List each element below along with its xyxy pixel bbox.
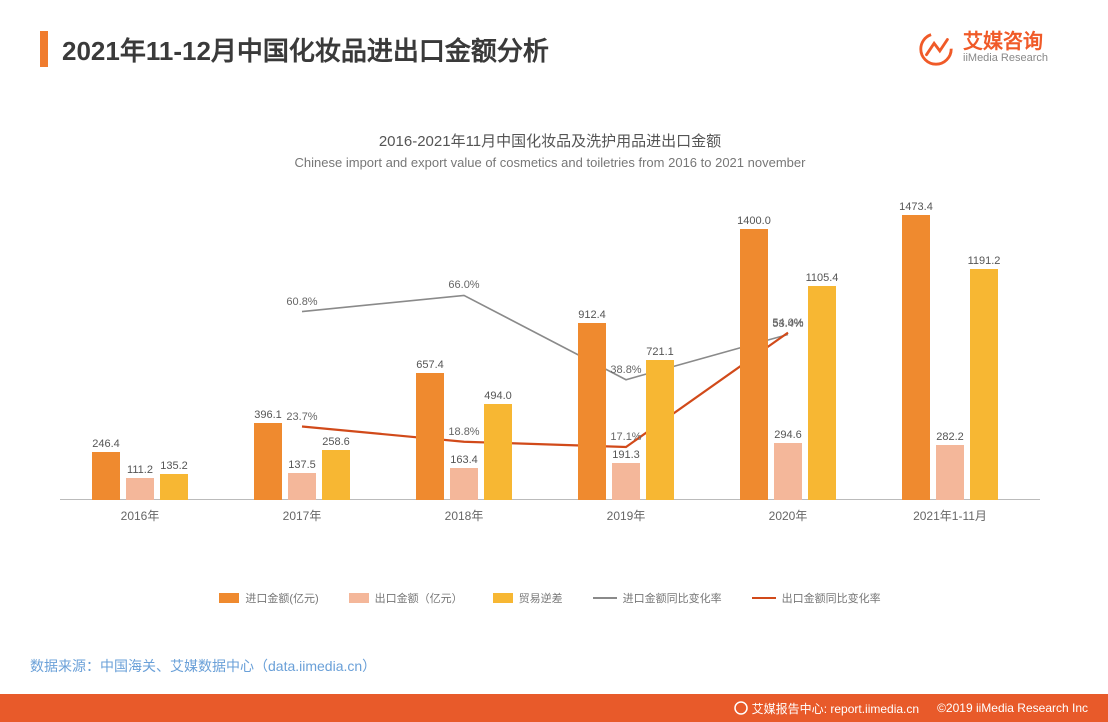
bar-value-label: 657.4 [405, 359, 455, 371]
data-source: 数据来源：中国海关、艾媒数据中心（data.iimedia.cn） [30, 656, 376, 676]
chart-plot: 2016年246.4111.2135.22017年396.1137.5258.6… [60, 190, 1040, 530]
legend-label: 进口金额(亿元) [245, 590, 318, 606]
chart-title-cn: 2016-2021年11月中国化妆品及洗护用品进出口金额 [60, 130, 1040, 151]
bar-value-label: 282.2 [925, 431, 975, 443]
bar [484, 404, 512, 500]
bar-value-label: 137.5 [277, 459, 327, 471]
category-label: 2020年 [718, 507, 858, 524]
legend-swatch [493, 593, 513, 603]
logo: 艾媒咨询 iiMedia Research [917, 30, 1048, 68]
bar-value-label: 135.2 [149, 460, 199, 472]
bar-value-label: 1191.2 [959, 255, 1009, 267]
line-point-label: 66.0% [448, 279, 479, 291]
footer-report-center: 艾媒报告中心: report.iimedia.cn [734, 700, 919, 717]
bar [288, 473, 316, 500]
bar-value-label: 1105.4 [797, 272, 847, 284]
line-point-label: 54.0% [772, 317, 803, 329]
line-point-label: 38.8% [610, 364, 641, 376]
page-title: 2021年11-12月中国化妆品进出口金额分析 [62, 31, 549, 68]
chart-title-en: Chinese import and export value of cosme… [60, 155, 1040, 170]
bar-value-label: 191.3 [601, 449, 651, 461]
bar [160, 474, 188, 500]
bar-value-label: 246.4 [81, 438, 131, 450]
legend-item: 进口金额同比变化率 [593, 590, 722, 606]
bar-value-label: 721.1 [635, 346, 685, 358]
legend-item: 贸易逆差 [493, 590, 563, 606]
accent-bar [40, 31, 48, 67]
bar [322, 450, 350, 500]
legend-swatch [219, 593, 239, 603]
title-wrap: 2021年11-12月中国化妆品进出口金额分析 [40, 31, 549, 68]
line-point-label: 18.8% [448, 426, 479, 438]
category-label: 2019年 [556, 507, 696, 524]
bar-value-label: 163.4 [439, 454, 489, 466]
trend-line [302, 295, 788, 379]
bar-value-label: 1473.4 [891, 201, 941, 213]
bar [646, 360, 674, 500]
header: 2021年11-12月中国化妆品进出口金额分析 艾媒咨询 iiMedia Res… [0, 0, 1108, 78]
chart-area: 2016-2021年11月中国化妆品及洗护用品进出口金额 Chinese imp… [60, 130, 1040, 600]
category-label: 2017年 [232, 507, 372, 524]
footer-copyright: ©2019 iiMedia Research Inc [937, 701, 1088, 715]
bar [126, 478, 154, 500]
legend-item: 出口金额同比变化率 [752, 590, 881, 606]
legend-line-swatch [593, 597, 617, 599]
legend-label: 进口金额同比变化率 [623, 590, 722, 606]
bar-value-label: 912.4 [567, 309, 617, 321]
bar [774, 443, 802, 500]
footer: 艾媒报告中心: report.iimedia.cn ©2019 iiMedia … [0, 694, 1108, 722]
line-point-label: 23.7% [286, 411, 317, 423]
legend-label: 贸易逆差 [519, 590, 563, 606]
legend-label: 出口金额（亿元） [375, 590, 463, 606]
bar [902, 215, 930, 500]
logo-text-cn: 艾媒咨询 [963, 32, 1048, 52]
bar-value-label: 294.6 [763, 429, 813, 441]
bar-value-label: 258.6 [311, 436, 361, 448]
trend-line [302, 333, 788, 447]
bar [936, 445, 964, 500]
bar [416, 373, 444, 500]
legend-item: 出口金额（亿元） [349, 590, 463, 606]
bar [450, 468, 478, 500]
bar [970, 269, 998, 500]
bar [808, 286, 836, 500]
chart-titles: 2016-2021年11月中国化妆品及洗护用品进出口金额 Chinese imp… [60, 130, 1040, 170]
chart-legend: 进口金额(亿元) 出口金额（亿元） 贸易逆差 进口金额同比变化率 出口金额同比变化率 [60, 590, 1040, 606]
bar [740, 229, 768, 500]
legend-item: 进口金额(亿元) [219, 590, 318, 606]
bar [578, 323, 606, 500]
logo-text-en: iiMedia Research [963, 52, 1048, 65]
legend-line-swatch [752, 597, 776, 599]
legend-swatch [349, 593, 369, 603]
logo-text: 艾媒咨询 iiMedia Research [963, 32, 1048, 65]
bar-value-label: 494.0 [473, 390, 523, 402]
category-label: 2018年 [394, 507, 534, 524]
bar [612, 463, 640, 500]
chart-lines-layer [60, 190, 1040, 500]
line-point-label: 60.8% [286, 296, 317, 308]
line-point-label: 17.1% [610, 431, 641, 443]
bar-value-label: 1400.0 [729, 215, 779, 227]
chart-baseline [60, 499, 1040, 500]
legend-label: 出口金额同比变化率 [782, 590, 881, 606]
category-label: 2021年1-11月 [880, 507, 1020, 524]
category-label: 2016年 [70, 507, 210, 524]
logo-icon [917, 30, 955, 68]
